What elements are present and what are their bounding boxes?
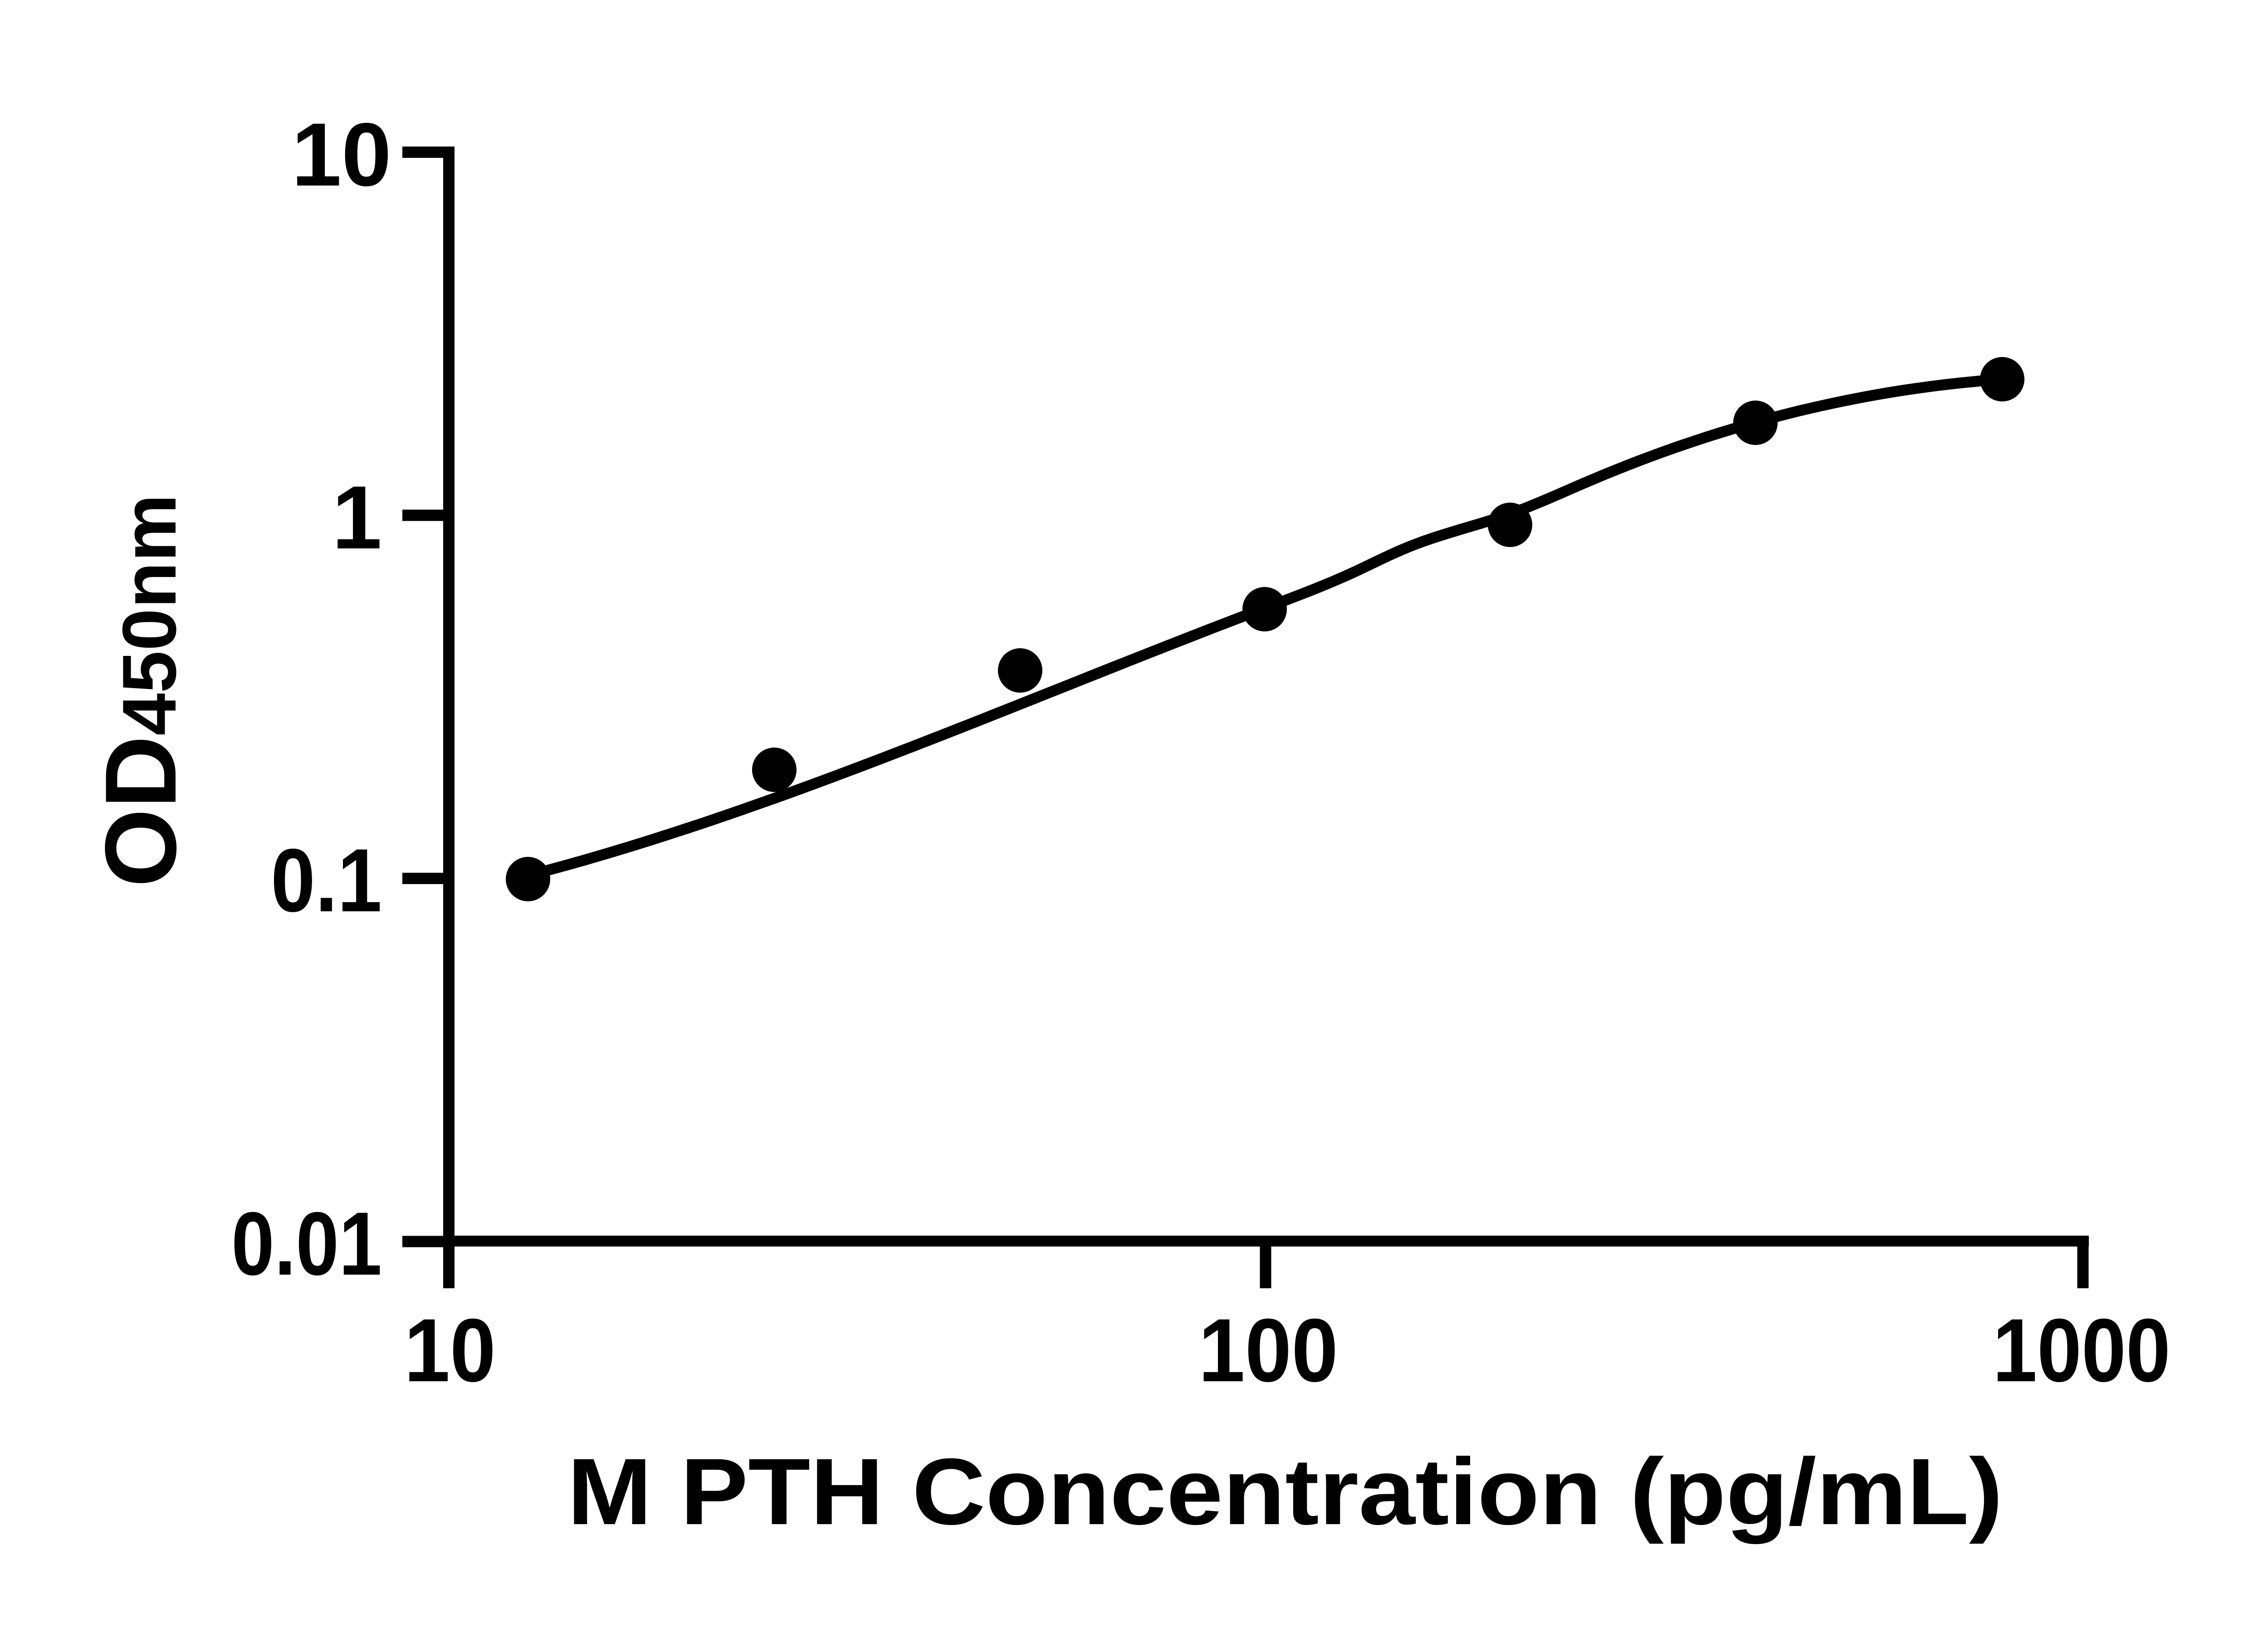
svg-text:10: 10: [404, 1300, 496, 1400]
svg-text:100: 100: [1198, 1300, 1338, 1400]
svg-text:1: 1: [332, 467, 382, 567]
svg-text:10: 10: [292, 104, 391, 205]
svg-text:OD450nm: OD450nm: [84, 494, 197, 887]
svg-text:1000: 1000: [1993, 1300, 2170, 1400]
svg-text:M PTH Concentration (pg/mL): M PTH Concentration (pg/mL): [567, 1439, 2003, 1545]
svg-text:0.1: 0.1: [271, 830, 382, 930]
svg-text:0.01: 0.01: [231, 1193, 382, 1294]
